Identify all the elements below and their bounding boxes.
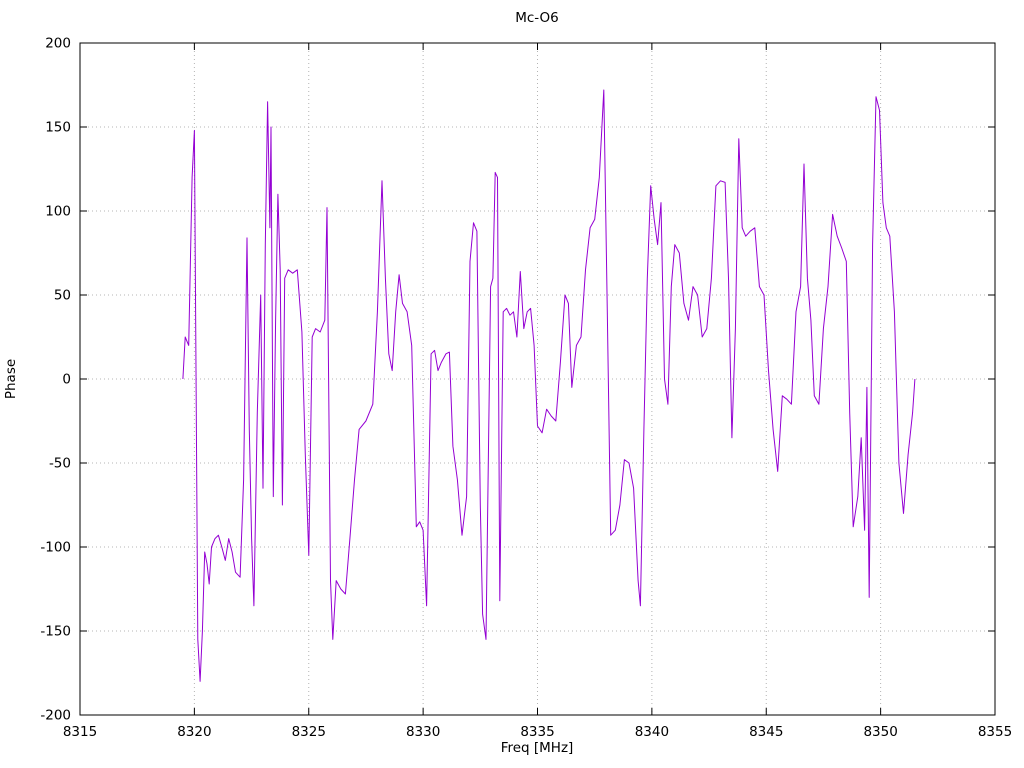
axes: 8315 8320 8325 8330 8335 8340 8345 8350 8355 -200… xyxy=(40,36,1012,741)
phase-line xyxy=(182,89,916,682)
chart-title: Mc-O6 xyxy=(515,10,559,26)
x-tick-label: 8330 xyxy=(406,724,440,740)
y-axis-title: Phase xyxy=(3,359,19,399)
x-tick-label: 8345 xyxy=(749,724,783,740)
y-tick-label: 150 xyxy=(45,120,71,136)
y-tick-label: -50 xyxy=(49,456,71,472)
x-tick-label: 8340 xyxy=(635,724,669,740)
y-tick-label: -150 xyxy=(40,624,71,640)
x-tick-label: 8315 xyxy=(63,724,97,740)
y-tick-label: -100 xyxy=(40,540,71,556)
data-series xyxy=(182,89,916,682)
grid-lines xyxy=(79,42,996,716)
y-tick-label: 50 xyxy=(54,288,71,304)
x-tick-label: 8335 xyxy=(520,724,554,740)
x-tick-label: 8355 xyxy=(978,724,1012,740)
x-tick-label: 8320 xyxy=(177,724,211,740)
y-tick-label: -200 xyxy=(40,708,71,724)
x-axis-title: Freq [MHz] xyxy=(501,740,574,756)
y-tick-label: 100 xyxy=(45,204,71,220)
x-tick-label: 8325 xyxy=(292,724,326,740)
x-tick-label: 8350 xyxy=(863,724,897,740)
y-tick-label: 0 xyxy=(62,372,71,388)
y-tick-label: 200 xyxy=(45,36,71,52)
